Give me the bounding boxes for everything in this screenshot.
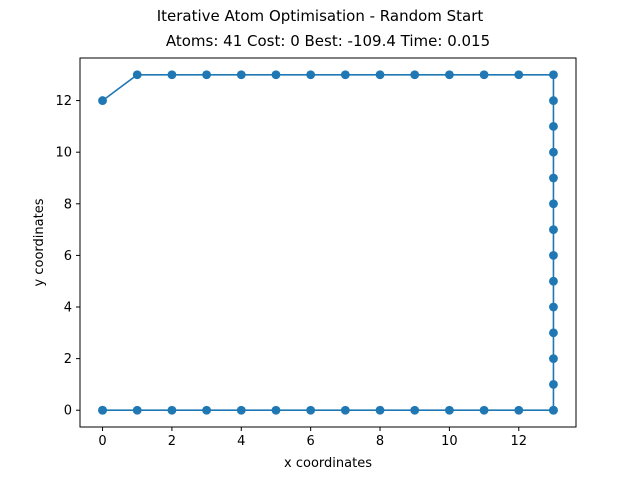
x-tick-label: 10 xyxy=(441,434,458,449)
data-point xyxy=(549,173,558,183)
data-point xyxy=(410,70,420,80)
data-point xyxy=(236,70,246,80)
data-point xyxy=(202,405,212,415)
figure-suptitle: Iterative Atom Optimisation - Random Sta… xyxy=(156,7,484,25)
data-point xyxy=(514,405,524,415)
data-point xyxy=(306,405,316,415)
data-point xyxy=(549,199,558,209)
chart-title: Atoms: 41 Cost: 0 Best: -109.4 Time: 0.0… xyxy=(165,32,491,50)
data-point xyxy=(306,70,316,80)
data-point xyxy=(410,405,420,415)
data-point xyxy=(549,225,558,234)
data-point xyxy=(271,70,281,80)
data-point xyxy=(549,70,558,80)
y-tick-label: 12 xyxy=(55,94,72,109)
data-point xyxy=(167,70,177,80)
plot-layer xyxy=(98,70,558,415)
data-point xyxy=(549,380,558,389)
data-point xyxy=(514,70,524,80)
data-point xyxy=(132,70,142,80)
data-point xyxy=(271,405,281,415)
x-tick-label: 8 xyxy=(376,434,384,449)
data-point xyxy=(98,96,107,105)
data-point xyxy=(236,405,246,415)
data-point xyxy=(98,405,107,415)
x-tick-label: 6 xyxy=(307,434,315,449)
data-point xyxy=(340,405,350,415)
y-axis-label: y coordinates xyxy=(32,198,47,286)
y-tick-label: 6 xyxy=(64,249,72,264)
data-point xyxy=(549,302,558,312)
data-point xyxy=(549,328,558,338)
data-point xyxy=(549,251,558,260)
data-point xyxy=(444,70,454,80)
y-tick-label: 8 xyxy=(64,197,72,212)
ticks-layer: 0 2 4 6 8 10 12 0 2 4 6 8 10 12 xyxy=(55,94,527,449)
data-point xyxy=(549,354,558,364)
data-point xyxy=(132,405,142,415)
data-point xyxy=(549,96,558,105)
data-point xyxy=(167,405,177,415)
data-point xyxy=(479,405,489,415)
data-point xyxy=(549,405,558,415)
x-tick-label: 2 xyxy=(168,434,176,449)
data-point xyxy=(479,70,489,80)
y-tick-label: 2 xyxy=(64,352,72,367)
data-point xyxy=(549,147,558,157)
x-tick-label: 4 xyxy=(237,434,245,449)
data-point xyxy=(340,70,350,80)
y-tick-label: 0 xyxy=(64,404,72,419)
data-point xyxy=(549,276,558,286)
x-axis-label: x coordinates xyxy=(284,456,372,471)
data-point xyxy=(375,70,385,80)
series-line xyxy=(102,73,555,412)
axes-frame xyxy=(79,57,577,428)
x-tick-label: 0 xyxy=(98,434,106,449)
y-tick-label: 10 xyxy=(55,146,72,161)
data-point xyxy=(202,70,212,80)
x-tick-label: 12 xyxy=(510,434,527,449)
y-tick-label: 4 xyxy=(64,301,72,316)
data-point xyxy=(375,405,385,415)
data-point xyxy=(444,405,454,415)
data-point xyxy=(549,121,558,131)
